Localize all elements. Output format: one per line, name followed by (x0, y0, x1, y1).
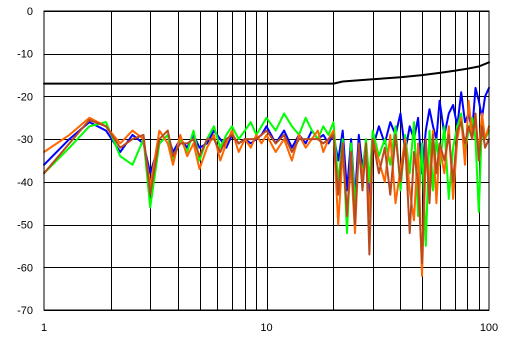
y-tick-label: -30 (17, 134, 33, 146)
y-tick-label: -60 (17, 262, 33, 274)
y-tick-label: -70 (17, 305, 33, 317)
series-line-3 (43, 99, 490, 277)
y-tick-label: -20 (17, 91, 33, 103)
x-tick-label: 1 (41, 322, 47, 334)
series-line-0 (43, 61, 490, 85)
y-tick-label: -10 (17, 49, 33, 61)
y-axis-tick-labels: 0 -10 -20 -30 -40 -50 -60 -70 (17, 6, 33, 317)
plot-frame (43, 10, 490, 311)
y-tick-label: -50 (17, 220, 33, 232)
series-line-4 (43, 112, 490, 264)
y-tick-label: 0 (27, 6, 33, 18)
x-tick-label: 100 (480, 322, 498, 334)
y-tick-label: -40 (17, 177, 33, 189)
series-group (43, 61, 490, 277)
x-axis-tick-labels: 1 10 100 (41, 322, 498, 334)
x-tick-label: 10 (260, 322, 272, 334)
